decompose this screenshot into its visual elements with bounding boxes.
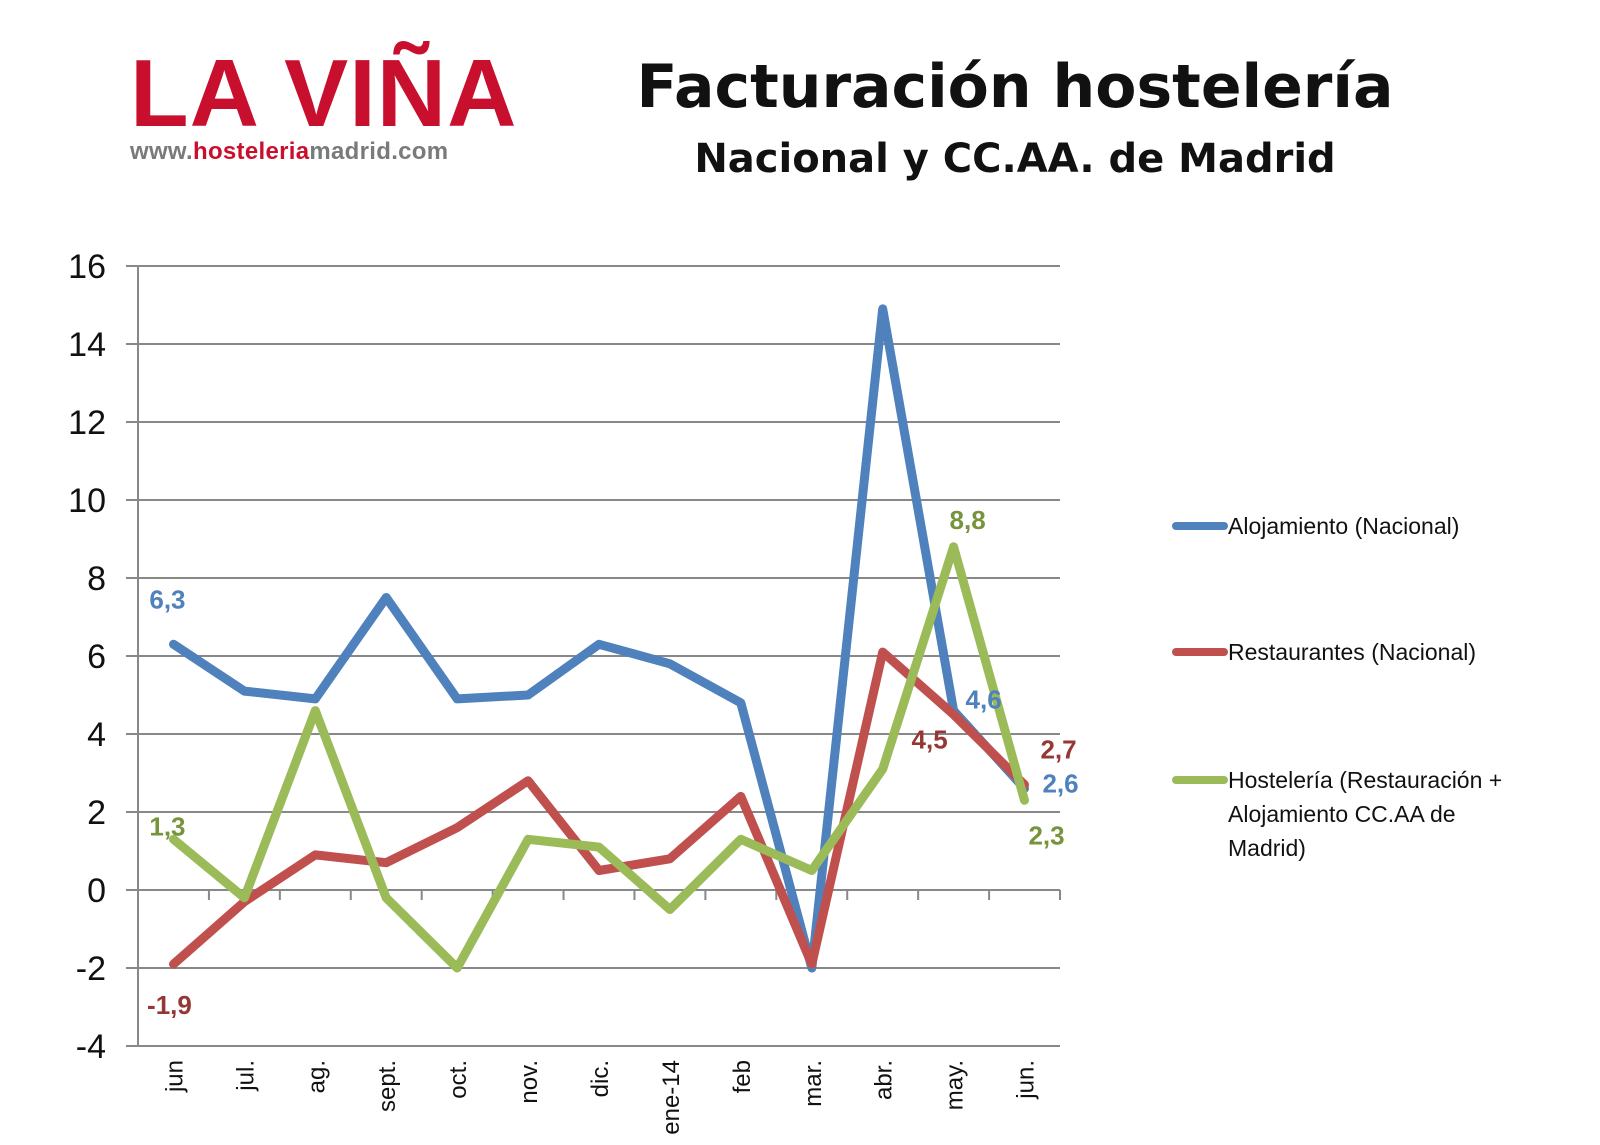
- x-tick-label: ene-14: [658, 1060, 685, 1135]
- legend-label: Madrid): [1228, 835, 1306, 861]
- series-line-1: [169, 647, 1029, 969]
- logo-url-highlight: hosteleria: [192, 138, 310, 165]
- y-tick-label: 2: [87, 794, 106, 832]
- logo-brand-name: LA VIÑA: [130, 40, 518, 147]
- series-line-2: [169, 542, 1029, 973]
- chart-subtitle: Nacional y CC.AA. de Madrid: [694, 136, 1336, 182]
- y-tick-label: 0: [87, 872, 106, 910]
- legend-label: Restaurantes (Nacional): [1228, 639, 1476, 665]
- y-tick-label: 6: [87, 638, 106, 676]
- brand-logo: LA VIÑA www.hosteleriamadrid.com: [130, 40, 530, 166]
- x-tick-label: jun: [161, 1060, 188, 1093]
- legend-label: Hostelería (Restauración +: [1228, 767, 1502, 793]
- x-tick-label: oct.: [445, 1060, 472, 1099]
- x-tick-label: may.: [942, 1060, 969, 1110]
- x-tick-label: feb: [729, 1060, 756, 1093]
- data-label: 2,6: [1042, 769, 1078, 799]
- data-label: 2,3: [1028, 820, 1064, 850]
- y-tick-label: 8: [87, 560, 106, 598]
- y-tick-label: 16: [68, 248, 106, 286]
- y-tick-label: -4: [76, 1028, 106, 1066]
- x-tick-label: sept.: [374, 1060, 401, 1112]
- y-tick-label: 10: [68, 482, 106, 520]
- x-tick-label: jul.: [232, 1060, 259, 1092]
- x-tick-label: abr.: [871, 1060, 898, 1100]
- series-line-0: [169, 304, 1029, 973]
- logo-url-suffix: madrid.com: [309, 138, 449, 165]
- logo-url-prefix: www.: [130, 138, 193, 165]
- legend-label: Alojamiento (Nacional): [1228, 513, 1459, 539]
- y-tick-label: 14: [68, 326, 106, 364]
- y-tick-label: 4: [87, 716, 106, 754]
- data-label: 6,3: [149, 584, 185, 614]
- data-label: 4,5: [912, 725, 948, 755]
- data-label: 4,6: [966, 685, 1002, 715]
- data-label: -1,9: [147, 990, 192, 1020]
- x-tick-label: nov.: [516, 1060, 543, 1104]
- y-tick-label: 12: [68, 404, 106, 442]
- legend-label: Alojamiento CC.AA de: [1228, 801, 1456, 827]
- x-tick-label: mar.: [800, 1060, 827, 1107]
- data-label: 2,7: [1040, 735, 1076, 765]
- y-tick-label: -2: [76, 950, 106, 988]
- logo-url: www.hosteleriamadrid.com: [130, 138, 530, 166]
- x-tick-label: ag.: [303, 1060, 330, 1093]
- x-tick-label: jun.: [1013, 1060, 1040, 1100]
- data-label: 8,8: [950, 505, 986, 535]
- data-label: 1,3: [149, 811, 185, 841]
- chart-title: Facturación hostelería: [636, 52, 1394, 122]
- x-tick-label: dic.: [587, 1060, 614, 1097]
